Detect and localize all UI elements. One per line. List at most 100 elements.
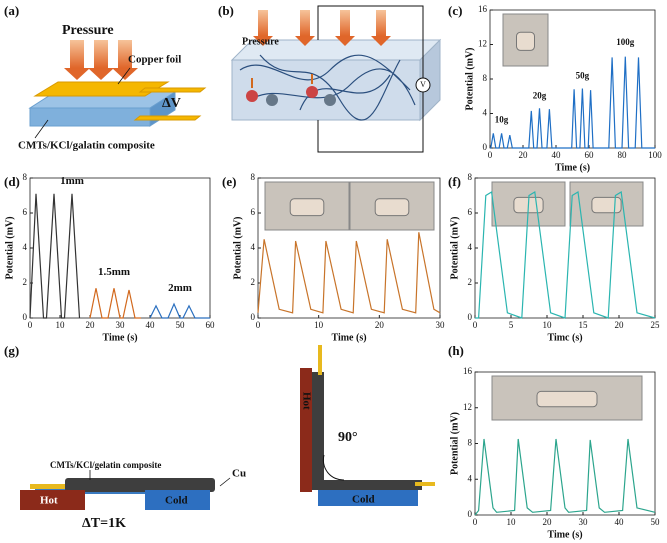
data-line (89, 288, 141, 319)
y-tick-label: 0 (23, 312, 28, 322)
x-tick-label: 50 (176, 320, 186, 330)
data-line (475, 191, 656, 319)
y-tick-label: 0 (468, 509, 473, 519)
y-tick-label: 4 (483, 108, 488, 118)
series-label: 1mm (60, 175, 84, 187)
x-tick-label: 10 (56, 320, 66, 330)
y-tick-label: 4 (468, 242, 473, 252)
y-axis-label: Potential (mV) (4, 216, 15, 279)
x-tick-label: 30 (579, 517, 589, 527)
y-axis-label: Potential (mV) (232, 216, 243, 279)
data-line (149, 302, 210, 319)
x-tick-label: 60 (206, 320, 216, 330)
x-tick-label: 0 (473, 517, 478, 527)
label: ΔV (162, 96, 181, 111)
label: Pressure (62, 23, 114, 38)
inset-detail (516, 31, 535, 51)
label: Cu (232, 468, 246, 480)
label: CMTs/KCl/gelatin composite (50, 460, 161, 470)
annotation: 100g (616, 37, 635, 47)
panel-label: (g) (4, 343, 19, 358)
label: CMTs/KCl/galatin composite (18, 140, 155, 152)
x-tick-label: 100 (648, 150, 662, 160)
label: 90° (338, 430, 358, 445)
y-tick-label: 0 (251, 312, 256, 322)
x-tick-label: 10 (507, 517, 517, 527)
x-tick-label: 20 (375, 320, 385, 330)
data-line (257, 232, 441, 314)
x-axis-label: Time (s) (547, 529, 582, 540)
x-tick-label: 40 (146, 320, 156, 330)
label: Hot (300, 392, 312, 410)
label: ΔT=1K (82, 516, 126, 531)
y-tick-label: 12 (463, 402, 472, 412)
y-axis-label: Potential (mV) (449, 216, 460, 279)
data-line (29, 193, 81, 319)
y-tick-label: 8 (251, 172, 256, 182)
label: Cold (165, 495, 188, 507)
x-tick-label: 50 (651, 517, 661, 527)
y-tick-label: 4 (251, 242, 256, 252)
panel-label: (f) (448, 174, 461, 189)
x-axis-label: Timc (s) (547, 332, 582, 343)
y-tick-label: 4 (468, 473, 473, 483)
x-tick-label: 20 (543, 517, 553, 527)
annotation: 50g (576, 70, 590, 80)
panel-label: (d) (4, 174, 20, 189)
panel-label: (h) (448, 343, 464, 358)
x-tick-label: 40 (615, 517, 625, 527)
y-tick-label: 2 (468, 277, 473, 287)
y-tick-label: 16 (463, 366, 473, 376)
y-tick-label: 6 (468, 207, 473, 217)
label: Copper foil (128, 54, 181, 66)
label: V (420, 80, 426, 89)
x-tick-label: 10 (314, 320, 324, 330)
panel-label: (b) (218, 3, 234, 18)
y-tick-label: 2 (23, 277, 28, 287)
y-axis-label: Potential (mV) (449, 412, 460, 475)
x-tick-label: 20 (519, 150, 529, 160)
x-tick-label: 80 (618, 150, 628, 160)
y-tick-label: 8 (468, 172, 473, 182)
x-tick-label: 20 (86, 320, 96, 330)
x-tick-label: 0 (256, 320, 261, 330)
y-tick-label: 8 (483, 73, 488, 83)
y-tick-label: 16 (478, 4, 488, 14)
y-tick-label: 6 (23, 207, 28, 217)
inset-detail (374, 198, 410, 217)
inset-detail (289, 198, 325, 217)
x-tick-label: 15 (579, 320, 589, 330)
x-tick-label: 10 (543, 320, 553, 330)
data-line (474, 438, 656, 516)
panel-label: (a) (4, 3, 19, 18)
label: Hot (40, 495, 58, 507)
data-line (490, 56, 655, 149)
y-tick-label: 12 (478, 39, 487, 49)
inset-detail (591, 196, 622, 214)
y-tick-label: 0 (468, 312, 473, 322)
series-label: 1.5mm (98, 266, 130, 278)
label: Pressure (242, 36, 279, 47)
x-tick-label: 40 (552, 150, 562, 160)
label: Cold (352, 494, 375, 506)
y-tick-label: 4 (23, 242, 28, 252)
y-axis-label: Potential (mV) (464, 47, 475, 110)
inset-detail (536, 390, 598, 408)
x-tick-label: 25 (651, 320, 661, 330)
x-tick-label: 60 (585, 150, 595, 160)
y-tick-label: 8 (468, 438, 473, 448)
panel-label: (e) (222, 174, 236, 189)
x-tick-label: 0 (473, 320, 478, 330)
x-axis-label: Time (s) (102, 332, 137, 343)
x-axis-label: Time (s) (331, 332, 366, 343)
x-axis-label: Time (s) (555, 162, 590, 173)
x-tick-label: 5 (509, 320, 514, 330)
y-tick-label: 6 (251, 207, 256, 217)
x-tick-label: 30 (116, 320, 126, 330)
x-tick-label: 0 (488, 150, 493, 160)
y-tick-label: 8 (23, 172, 28, 182)
inset-photo (491, 375, 643, 421)
panel-a-diagram (28, 40, 207, 139)
x-tick-label: 30 (436, 320, 446, 330)
